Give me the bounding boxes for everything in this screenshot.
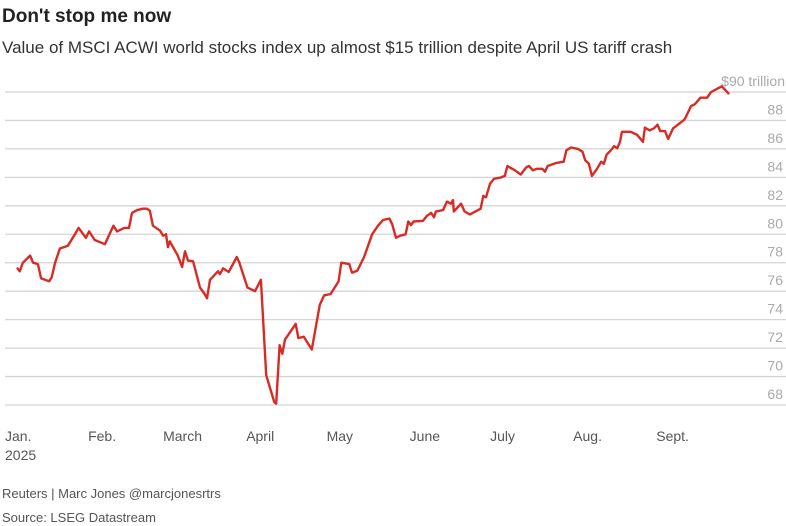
x-tick-label: July <box>490 428 515 444</box>
y-tick-label: 82 <box>767 187 783 203</box>
y-tick-label: 72 <box>767 329 783 345</box>
x-year-label: 2025 <box>5 447 36 463</box>
x-tick-label: May <box>327 428 353 444</box>
y-tick-label: 70 <box>767 358 783 374</box>
line-chart: 68 70 72 74 76 78 80 82 84 86 88 $90 trillion Jan. Fe… <box>5 73 786 463</box>
x-tick-label: Feb. <box>88 428 116 444</box>
x-tick-label: Sept. <box>656 428 689 444</box>
source-note: Source: LSEG Datastream <box>2 510 156 525</box>
y-tick-label: 86 <box>767 130 783 146</box>
y-tick-label: 80 <box>767 215 783 231</box>
byline: Reuters | Marc Jones @marcjonesrtrs <box>2 486 221 501</box>
y-axis-unit-label: $90 trillion <box>721 73 785 89</box>
series-line-msci-acwi <box>16 85 730 405</box>
x-tick-label: April <box>246 428 274 444</box>
y-tick-label: 88 <box>767 101 783 117</box>
y-tick-label: 78 <box>767 244 783 260</box>
chart-subtitle: Value of MSCI ACWI world stocks index up… <box>2 38 673 57</box>
y-tick-label: 68 <box>767 386 783 402</box>
x-tick-label: Jan. <box>5 428 31 444</box>
y-tick-label: 84 <box>767 158 783 174</box>
x-tick-label: March <box>163 428 202 444</box>
x-tick-label: Aug. <box>573 428 602 444</box>
chart-title: Don't stop me now <box>2 6 172 27</box>
y-tick-label: 74 <box>767 301 783 317</box>
y-tick-label: 76 <box>767 272 783 288</box>
x-tick-label: June <box>410 428 441 444</box>
